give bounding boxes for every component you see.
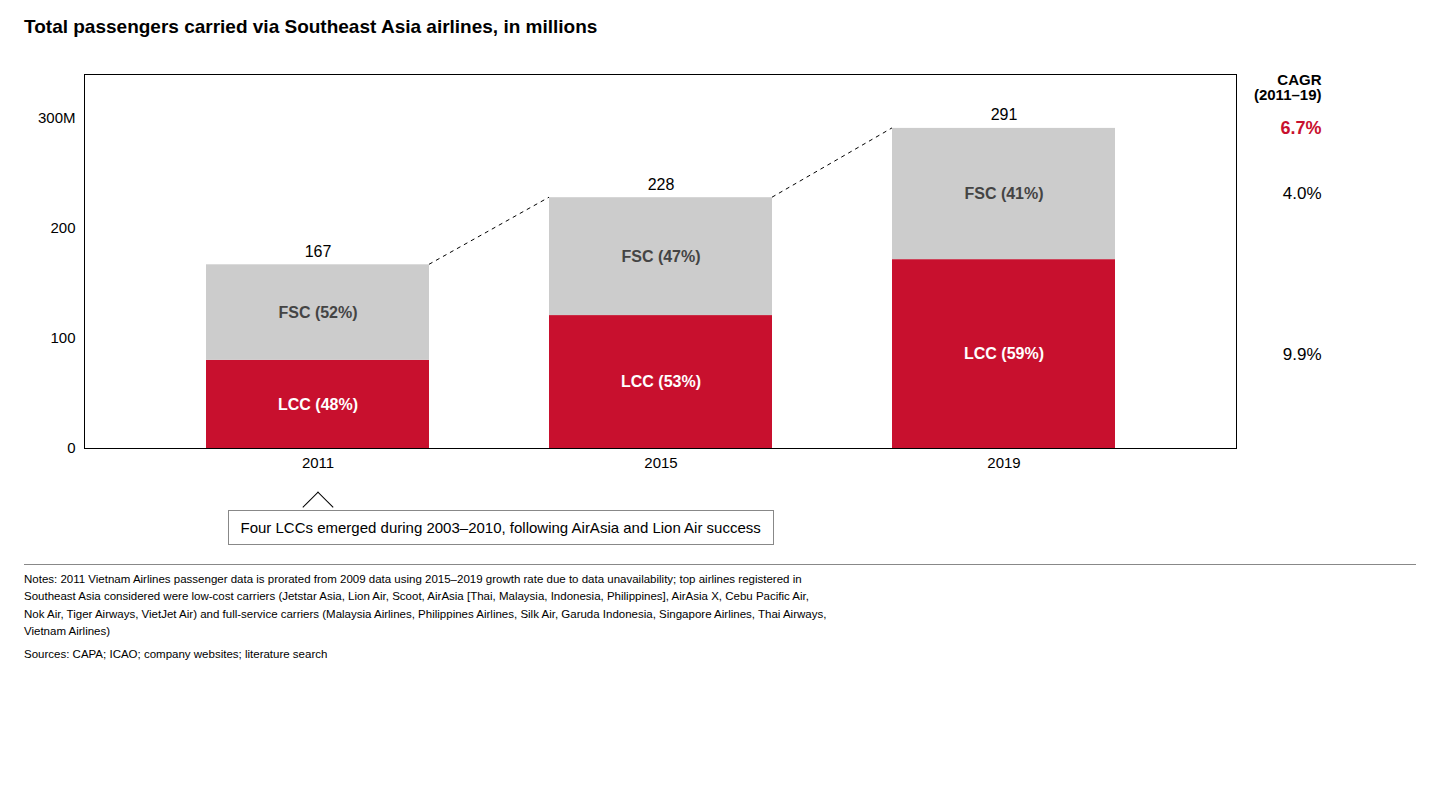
svg-text:LCC (59%): LCC (59%): [964, 345, 1044, 362]
svg-text:300M: 300M: [38, 109, 76, 126]
svg-text:6.7%: 6.7%: [1280, 118, 1321, 138]
html-text:Four LCCs emerged during 2003–: Four LCCs emerged during 2003–2010, foll…: [240, 519, 761, 536]
svg-text:4.0%: 4.0%: [1283, 184, 1322, 203]
svg-text:9.9%: 9.9%: [1283, 345, 1322, 364]
svg-text:167: 167: [305, 243, 332, 260]
html-text:Total passengers carried via S: Total passengers carried via Southeast A…: [24, 16, 598, 37]
svg-text:FSC (41%): FSC (41%): [964, 185, 1043, 202]
svg-text:FSC (52%): FSC (52%): [278, 304, 357, 321]
svg-text:2015: 2015: [644, 454, 677, 471]
svg-text:FSC (47%): FSC (47%): [621, 248, 700, 265]
svg-text:291: 291: [991, 106, 1018, 123]
svg-text:2011: 2011: [302, 454, 334, 471]
svg-text:228: 228: [648, 176, 675, 193]
svg-text:LCC (53%): LCC (53%): [621, 373, 701, 390]
svg-text:CAGR(2011–19): CAGR(2011–19): [1254, 71, 1322, 103]
svg-text:LCC (48%): LCC (48%): [278, 396, 358, 413]
svg-text:0: 0: [67, 439, 75, 456]
svg-text:200: 200: [50, 219, 75, 236]
svg-text:100: 100: [50, 329, 75, 346]
html-text:Notes: 2011 Vietnam Airlines p: Notes: 2011 Vietnam Airlines passenger d…: [24, 573, 827, 637]
svg-text:2019: 2019: [987, 454, 1020, 471]
html-text:Sources: CAPA; ICAO; company w: Sources: CAPA; ICAO; company websites; l…: [24, 648, 328, 660]
